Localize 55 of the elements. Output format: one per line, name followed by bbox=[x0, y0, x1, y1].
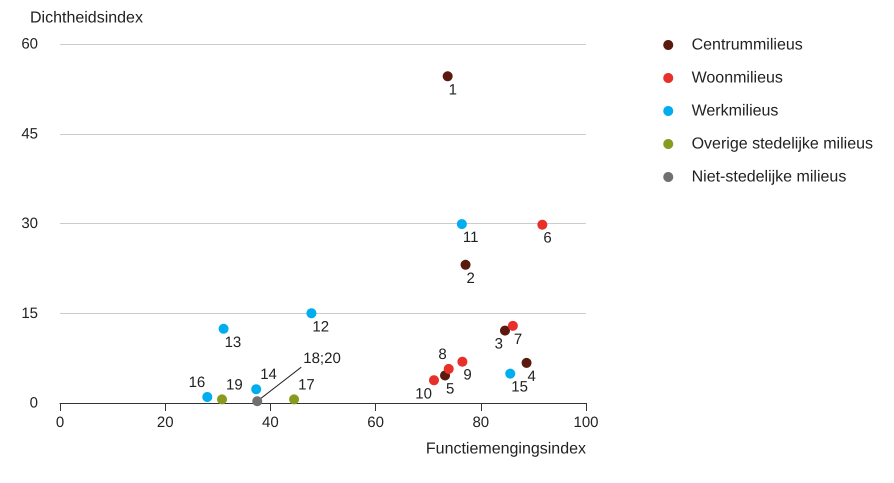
point bbox=[460, 260, 471, 270]
y-tick-label: 45 bbox=[21, 125, 38, 142]
point bbox=[500, 326, 510, 336]
point bbox=[457, 356, 468, 367]
annotation: 1 bbox=[448, 81, 458, 98]
annotation: 2 bbox=[466, 270, 475, 287]
y-tick-label: 0 bbox=[30, 394, 38, 412]
annotation: 4 bbox=[528, 368, 536, 385]
point bbox=[251, 384, 262, 394]
legend-label: Werkmilieus bbox=[678, 102, 778, 120]
point bbox=[202, 392, 212, 402]
legend-label: Woonmilieus bbox=[678, 70, 783, 86]
annotation: 15 bbox=[511, 378, 528, 396]
annotation: 16 bbox=[188, 374, 206, 392]
annotation: 19 bbox=[226, 376, 243, 394]
x-tick-label: 40 bbox=[262, 414, 279, 431]
point bbox=[505, 368, 516, 379]
annotation: 11 bbox=[462, 229, 478, 246]
y-tick-label: 30 bbox=[21, 215, 38, 232]
point bbox=[444, 364, 454, 374]
annotation: 10 bbox=[415, 385, 432, 402]
annotation: 14 bbox=[260, 366, 277, 384]
annotation: 6 bbox=[543, 230, 552, 247]
annotation: 9 bbox=[463, 366, 472, 384]
point bbox=[306, 308, 316, 318]
x-tick-label: 60 bbox=[367, 414, 384, 431]
point bbox=[537, 220, 548, 230]
x-axis-title: Functiemengingsindex bbox=[426, 440, 586, 458]
x-tick-label: 80 bbox=[472, 414, 490, 431]
point bbox=[218, 324, 229, 334]
y-tick-label: 15 bbox=[21, 304, 38, 322]
annotation: 17 bbox=[298, 376, 315, 394]
annotation: 5 bbox=[446, 380, 454, 398]
point bbox=[428, 375, 439, 386]
annotation: 18;20 bbox=[303, 350, 341, 368]
x-tick-label: 0 bbox=[56, 414, 64, 431]
point bbox=[217, 394, 228, 404]
x-tick-label: 20 bbox=[156, 414, 174, 431]
annotation: 8 bbox=[438, 346, 447, 363]
point bbox=[442, 71, 453, 82]
annotation: 12 bbox=[312, 318, 330, 336]
x-tick-label: 100 bbox=[573, 414, 599, 431]
point bbox=[508, 320, 518, 331]
legend-label: Niet-stedelijke milieus bbox=[678, 168, 846, 186]
y-axis-title: Dichtheidsindex bbox=[30, 10, 143, 26]
point bbox=[522, 358, 532, 368]
point bbox=[252, 396, 262, 406]
annotation: 7 bbox=[514, 330, 522, 348]
point bbox=[289, 394, 300, 404]
point bbox=[456, 219, 467, 230]
annotation: 13 bbox=[224, 334, 242, 351]
annotation: 3 bbox=[494, 336, 503, 353]
legend-label: Centrummilieus bbox=[678, 36, 803, 54]
legend-label: Overige stedelijke milieus bbox=[678, 136, 874, 152]
y-tick-label: 60 bbox=[21, 36, 38, 52]
